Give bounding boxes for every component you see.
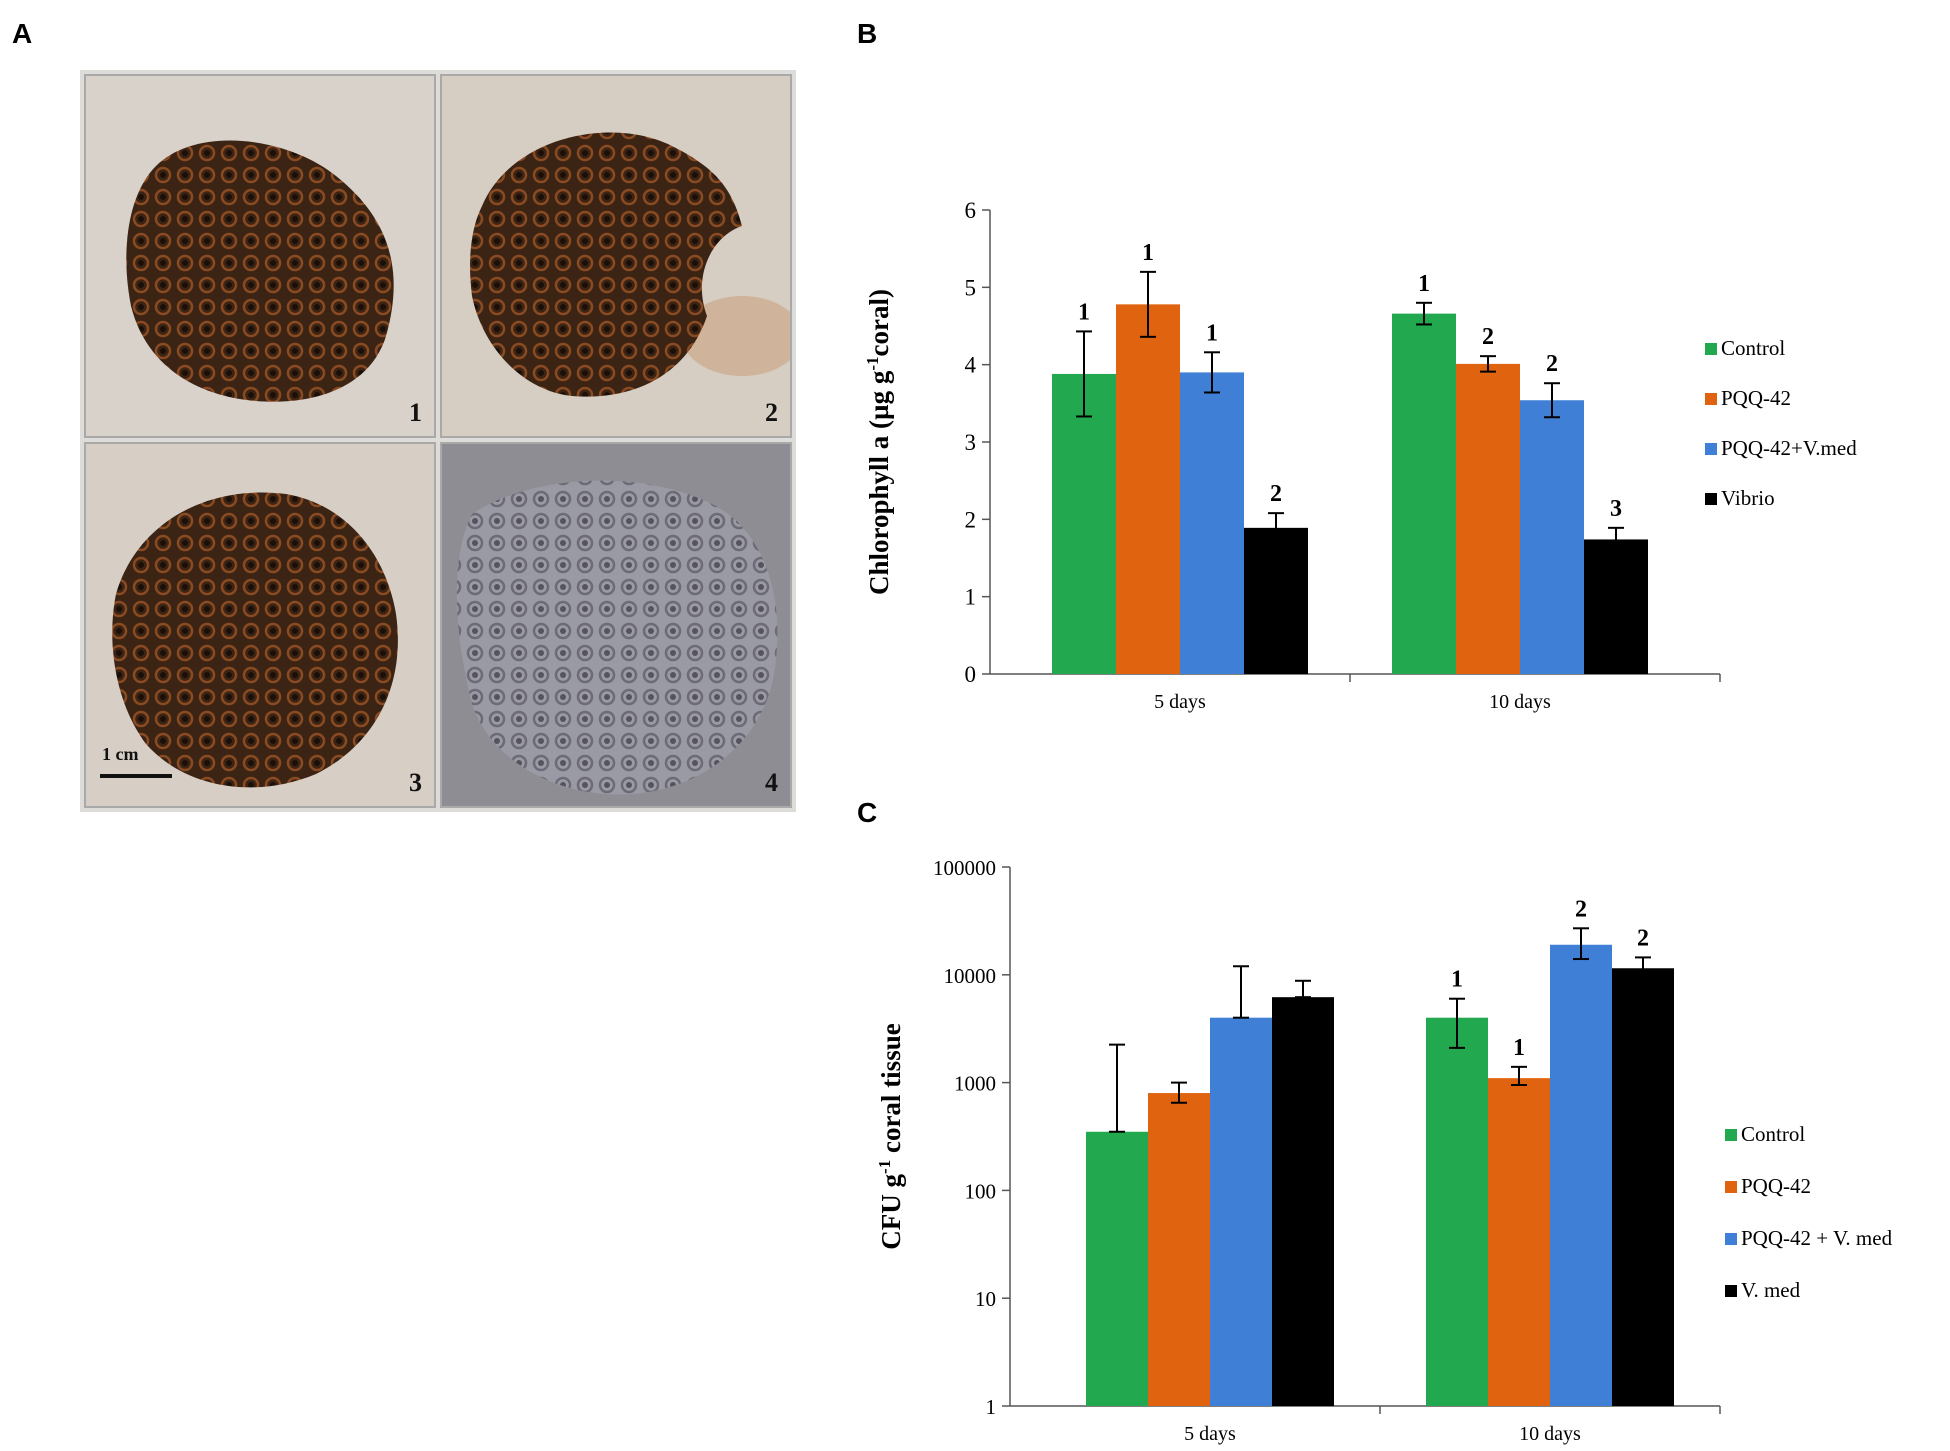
bar xyxy=(1116,304,1180,674)
legend-label: Control xyxy=(1721,336,1785,360)
significance-label: 1 xyxy=(1418,271,1430,297)
bar xyxy=(1272,997,1334,1406)
significance-label: 3 xyxy=(1610,496,1622,522)
photo-number-1: 1 xyxy=(409,398,422,427)
photo-number-2: 2 xyxy=(765,398,778,427)
y-axis-label: CFU g-1 coral tissue xyxy=(875,1023,906,1249)
y-tick-label: 1 xyxy=(986,1395,997,1419)
bar xyxy=(1148,1093,1210,1406)
legend-swatch xyxy=(1705,393,1717,405)
y-tick-label: 2 xyxy=(965,507,977,532)
legend-label: V. med xyxy=(1741,1278,1801,1302)
x-tick-label: 10 days xyxy=(1519,1423,1581,1445)
y-tick-label: 100000 xyxy=(933,856,996,880)
legend-label: Control xyxy=(1741,1122,1805,1146)
y-tick-label: 10 xyxy=(975,1287,996,1311)
bar xyxy=(1052,373,1116,674)
bar xyxy=(1180,372,1244,674)
bar xyxy=(1456,363,1520,674)
bar xyxy=(1550,944,1612,1406)
significance-label: 2 xyxy=(1270,481,1282,507)
legend-swatch xyxy=(1725,1181,1737,1193)
significance-label: 2 xyxy=(1637,925,1649,951)
significance-label: 2 xyxy=(1482,324,1494,350)
panel-label-a: A xyxy=(12,18,33,49)
bar xyxy=(1612,968,1674,1406)
legend-label: PQQ-42 + V. med xyxy=(1741,1226,1893,1250)
coral-photo-4: 4 xyxy=(440,442,792,808)
coral-fragment-healthy-3 xyxy=(86,444,434,806)
bar xyxy=(1520,400,1584,674)
bar xyxy=(1210,1017,1272,1406)
legend-swatch xyxy=(1705,343,1717,355)
legend-swatch xyxy=(1725,1285,1737,1297)
significance-label: 2 xyxy=(1546,351,1558,377)
chlorophyll-bar-chart: 0 1 2 3 4 5 6 5 days 10 days 1 1 1 2 1 2 2 3 Chlorophyll … xyxy=(863,198,1857,713)
scale-bar-label: 1 cm xyxy=(102,744,139,764)
significance-label: 1 xyxy=(1451,967,1463,993)
coral-photo-2: 2 xyxy=(440,74,792,438)
coral-fragment-healthy-2 xyxy=(442,76,790,436)
y-tick-label: 4 xyxy=(965,353,977,378)
significance-label: 1 xyxy=(1513,1035,1525,1061)
y-axis-label: Chlorophyll a (µg g-1coral) xyxy=(863,289,894,595)
significance-label: 2 xyxy=(1575,896,1587,922)
significance-label: 1 xyxy=(1142,240,1154,266)
significance-label: 1 xyxy=(1078,299,1090,325)
photo-number-4: 4 xyxy=(765,768,778,797)
coral-fragment-bleached xyxy=(442,444,790,806)
scale-bar xyxy=(100,774,172,778)
coral-photo-grid: 1 2 1 cm 3 4 xyxy=(80,70,796,812)
legend-swatch xyxy=(1705,443,1717,455)
coral-photo-1: 1 xyxy=(84,74,436,438)
legend-label: PQQ-42+V.med xyxy=(1721,436,1857,460)
x-tick-label: 10 days xyxy=(1489,691,1551,713)
significance-label: 1 xyxy=(1206,320,1218,346)
x-tick-label: 5 days xyxy=(1154,691,1206,713)
coral-photo-3: 1 cm 3 xyxy=(84,442,436,808)
bar xyxy=(1086,1131,1148,1406)
bar xyxy=(1426,1017,1488,1406)
legend-label: Vibrio xyxy=(1721,486,1775,510)
legend-swatch xyxy=(1705,493,1717,505)
y-tick-label: 6 xyxy=(965,198,977,223)
x-tick-label: 5 days xyxy=(1184,1423,1236,1445)
y-tick-label: 5 xyxy=(965,275,977,300)
panel-label-b: B xyxy=(857,18,878,49)
y-tick-label: 10000 xyxy=(944,964,997,988)
cfu-bar-chart: 1 10 100 1000 10000 100000 5 days 10 days 1 1 2 2 CF… xyxy=(875,856,1893,1445)
bar xyxy=(1584,539,1648,674)
bar xyxy=(1392,313,1456,674)
y-tick-label: 1000 xyxy=(954,1072,996,1096)
y-tick-label: 1 xyxy=(965,585,977,610)
bar xyxy=(1244,527,1308,674)
legend-swatch xyxy=(1725,1129,1737,1141)
legend-swatch xyxy=(1725,1233,1737,1245)
bar xyxy=(1488,1078,1550,1406)
coral-fragment-healthy-1 xyxy=(86,76,434,436)
y-tick-label: 0 xyxy=(965,662,977,687)
panel-label-c: C xyxy=(857,797,878,828)
photo-number-3: 3 xyxy=(409,768,422,797)
y-tick-label: 100 xyxy=(965,1179,997,1203)
legend-label: PQQ-42 xyxy=(1721,386,1791,410)
y-tick-label: 3 xyxy=(965,430,977,455)
legend-label: PQQ-42 xyxy=(1741,1174,1811,1198)
